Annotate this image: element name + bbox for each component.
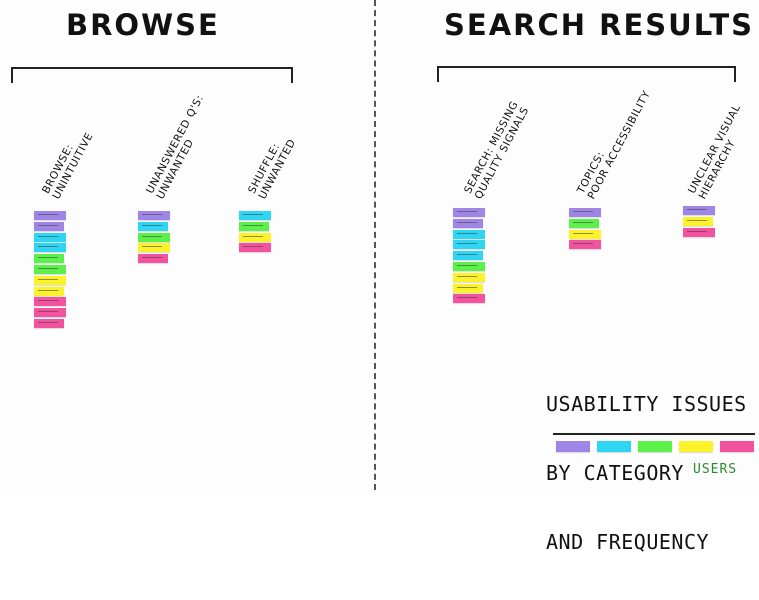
handwriting-scribble (243, 246, 263, 248)
handwriting-scribble (687, 219, 707, 221)
sticky-note (34, 318, 64, 328)
sticky-note (34, 264, 66, 274)
handwriting-scribble (457, 264, 477, 266)
sticky-note (138, 232, 170, 242)
handwriting-scribble (38, 246, 58, 248)
legend-swatches (556, 441, 754, 452)
sticky-note (34, 275, 66, 285)
handwriting-scribble (38, 278, 58, 280)
handwriting-scribble (142, 246, 162, 248)
handwriting-scribble (243, 224, 263, 226)
handwriting-scribble (457, 254, 477, 256)
sticky-note (453, 294, 485, 304)
notes-column-unanswered-qs (138, 211, 170, 265)
sticky-note (569, 208, 601, 217)
sticky-note (138, 221, 168, 231)
notes-column-browse-unintuitive (34, 211, 66, 330)
handwriting-scribble (687, 209, 707, 210)
handwriting-scribble (243, 214, 263, 215)
handwriting-scribble (38, 289, 58, 291)
sticky-note (34, 308, 66, 318)
legend-swatch (597, 441, 631, 452)
sticky-note (453, 251, 483, 261)
legend-rule (553, 433, 755, 435)
handwriting-scribble (457, 221, 477, 223)
sticky-note (239, 211, 271, 220)
category-label-poor-accessibility: TOPICS: POOR ACCESSIBILITY (575, 88, 654, 202)
sticky-note (453, 218, 483, 228)
handwriting-scribble (142, 214, 162, 215)
sticky-note (453, 283, 483, 293)
sticky-note (453, 240, 485, 250)
handwriting-scribble (38, 267, 58, 269)
handwriting-scribble (38, 214, 58, 215)
legend-swatch (638, 441, 672, 452)
sticky-note (239, 221, 269, 231)
sticky-note (34, 243, 66, 253)
browse-title: BROWSE (66, 8, 220, 42)
handwriting-scribble (573, 232, 593, 234)
section-divider (374, 0, 376, 490)
sticky-note (683, 206, 715, 215)
handwriting-scribble (687, 230, 707, 232)
handwriting-scribble (142, 235, 162, 237)
notes-column-missing-quality-signals (453, 208, 485, 305)
sticky-note (34, 211, 66, 220)
handwriting-scribble (38, 300, 58, 302)
legend-swatch (679, 441, 713, 452)
category-label-missing-quality-signals: SEARCH: MISSING QUALITY SIGNALS (462, 99, 532, 202)
handwriting-scribble (38, 257, 58, 259)
search-results-title: SEARCH RESULTS (444, 8, 755, 42)
handwriting-scribble (457, 286, 477, 288)
handwriting-scribble (573, 243, 593, 245)
category-label-unanswered-qs: UNANSWERED Q'S: UNWANTED (144, 92, 207, 202)
sticky-note (239, 243, 271, 253)
handwriting-scribble (457, 211, 477, 212)
handwriting-scribble (142, 257, 162, 259)
legend-users-caption: USERS (693, 462, 738, 477)
category-label-shuffle: SHUFFLE: UNWANTED (246, 137, 299, 202)
sticky-note (34, 232, 66, 242)
sticky-note (453, 261, 485, 271)
sticky-note (138, 254, 168, 264)
notes-column-poor-accessibility (569, 208, 601, 251)
legend-swatch (556, 441, 590, 452)
sticky-note (239, 232, 271, 242)
handwriting-scribble (573, 211, 593, 212)
sticky-note (569, 229, 601, 239)
handwriting-scribble (38, 311, 58, 313)
handwriting-scribble (38, 321, 58, 323)
handwriting-scribble (457, 243, 477, 245)
handwriting-scribble (38, 224, 58, 226)
handwriting-scribble (573, 221, 593, 223)
sticky-note (569, 218, 599, 228)
handwriting-scribble (142, 224, 162, 226)
sticky-note (683, 216, 713, 226)
notes-column-shuffle (239, 211, 271, 254)
sticky-note (138, 211, 170, 220)
whiteboard: BROWSE SEARCH RESULTS BROWSE: UNINTUITIV… (11, 0, 755, 554)
sticky-note (34, 286, 64, 296)
handwriting-scribble (243, 235, 263, 237)
sticky-note (683, 227, 715, 237)
handwriting-scribble (457, 275, 477, 277)
handwriting-scribble (457, 232, 477, 234)
handwriting-scribble (457, 297, 477, 299)
search-results-bracket (437, 66, 736, 82)
sticky-note (569, 240, 601, 250)
browse-bracket (11, 67, 293, 83)
notes-column-unclear-visual-hierarchy (683, 206, 715, 238)
category-label-unclear-visual-hierarchy: UNCLEAR VISUAL HIERARCHY (686, 102, 744, 202)
legend-swatch (720, 441, 754, 452)
sticky-note (138, 243, 170, 253)
sticky-note (453, 229, 485, 239)
category-label-browse-unintuitive: BROWSE: UNINTUITIVE (40, 130, 96, 202)
sticky-note (453, 272, 485, 282)
sticky-note (34, 297, 66, 307)
sticky-note (453, 208, 485, 217)
sticky-note (34, 254, 64, 264)
sticky-note (34, 221, 64, 231)
handwriting-scribble (38, 235, 58, 237)
